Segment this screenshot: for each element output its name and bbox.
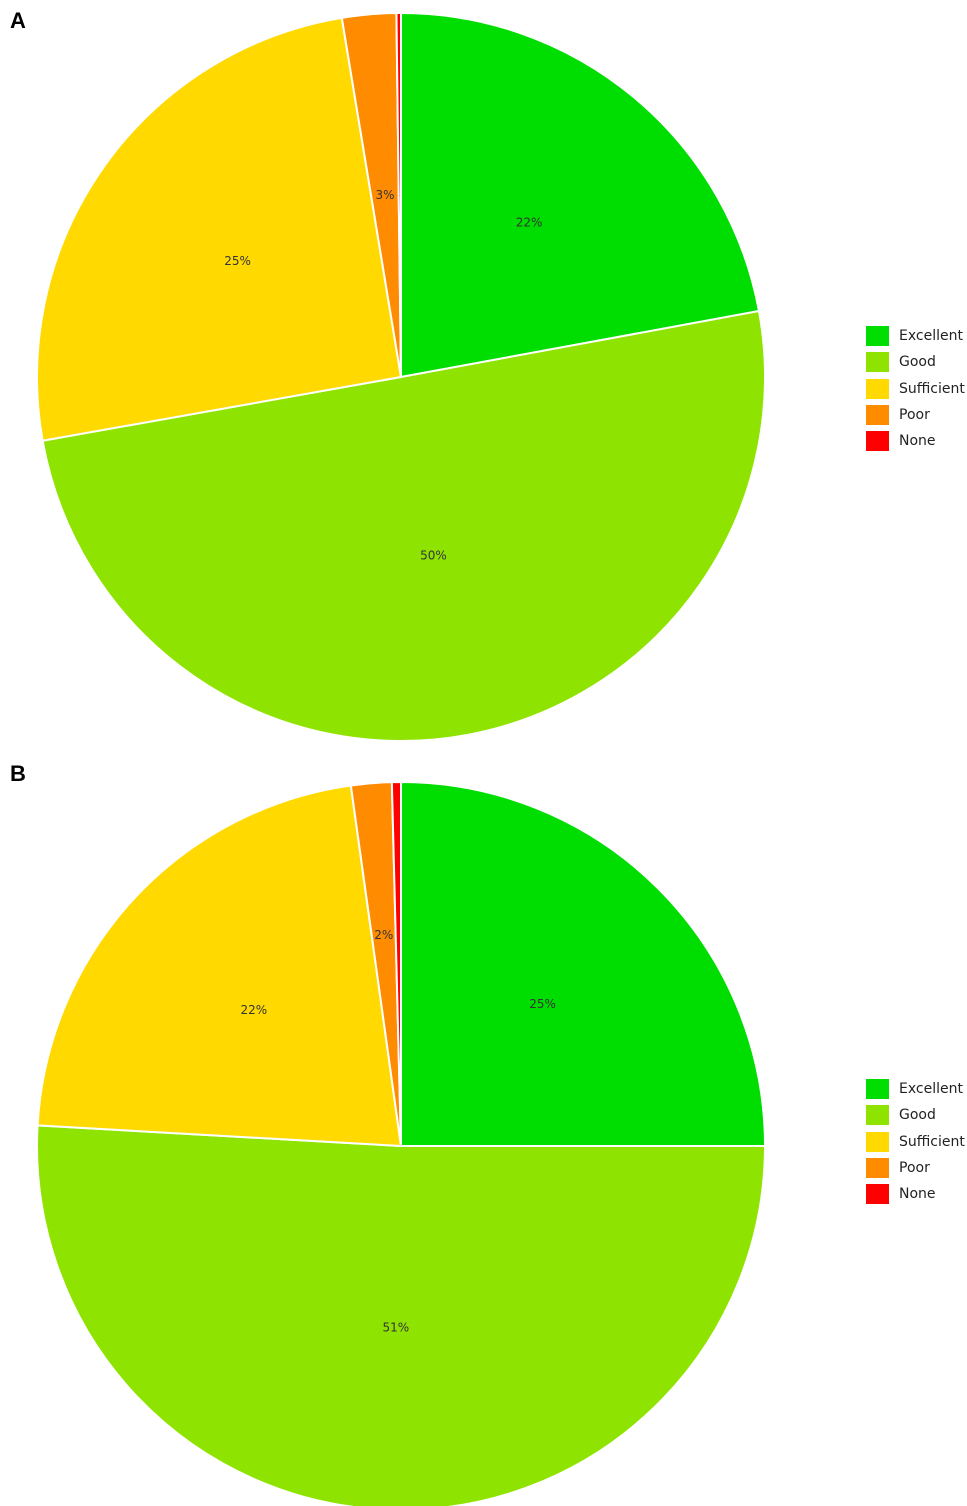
panel-label-b: B [10, 761, 26, 786]
legend-label-excellent: Excellent [899, 328, 963, 345]
pie-chart-a: 22% 50% 25% 3% [36, 11, 766, 742]
chart-panel-b: 25% 51% 22% 2% B Excellent Good Sufficient … [0, 753, 967, 1506]
legend-swatch-poor [866, 1158, 889, 1179]
pie-chart-b: 25% 51% 22% 2% [36, 780, 767, 1506]
pie-slice-sufficient [36, 16, 403, 442]
data-label-poor: 2% [374, 928, 393, 942]
legend-label-excellent: Excellent [899, 1081, 963, 1098]
legend-swatch-good [866, 1105, 889, 1126]
legend-label-poor: Poor [899, 1160, 930, 1177]
pie-slice-good [36, 1124, 767, 1506]
legend-item-sufficient: Sufficient [866, 376, 965, 402]
legend-swatch-none [866, 431, 889, 452]
legend-swatch-excellent [866, 1079, 889, 1100]
legend-item-good: Good [866, 349, 965, 375]
pie-slice-none [395, 11, 402, 378]
data-label-sufficient: 25% [224, 254, 251, 268]
data-label-sufficient: 22% [240, 1003, 267, 1017]
data-label-excellent: 22% [516, 216, 543, 230]
legend-swatch-sufficient [866, 378, 889, 399]
data-label-good: 50% [420, 549, 447, 563]
legend-label-none: None [899, 433, 936, 450]
legend-item-poor: Poor [866, 1155, 965, 1181]
legend-label-sufficient: Sufficient [899, 380, 965, 397]
legend-swatch-none [866, 1184, 889, 1205]
legend-item-sufficient: Sufficient [866, 1129, 965, 1155]
pie-slice-sufficient [36, 784, 403, 1148]
legend-item-excellent: Excellent [866, 323, 965, 349]
legend-label-none: None [899, 1186, 936, 1203]
legend-swatch-sufficient [866, 1131, 889, 1152]
legend-label-good: Good [899, 1107, 936, 1124]
legend-item-excellent: Excellent [866, 1076, 965, 1102]
legend-item-poor: Poor [866, 402, 965, 428]
legend-b: Excellent Good Sufficient Poor None [866, 1076, 965, 1207]
data-label-poor: 3% [375, 188, 394, 202]
legend-item-none: None [866, 428, 965, 454]
pie-slice-good [41, 309, 766, 742]
data-label-good: 51% [383, 1320, 410, 1334]
legend-label-good: Good [899, 354, 936, 371]
legend-label-sufficient: Sufficient [899, 1133, 965, 1150]
pie-slice-none [390, 780, 402, 1147]
legend-a: Excellent Good Sufficient Poor None [866, 323, 965, 454]
panel-label-a: A [10, 8, 26, 33]
pie-slice-excellent [400, 11, 761, 379]
chart-panel-a: 22% 50% 25% 3% A Excellent Good Sufficient … [10, 8, 965, 742]
legend-swatch-poor [866, 405, 889, 426]
legend-swatch-excellent [866, 326, 889, 347]
legend-item-good: Good [866, 1102, 965, 1128]
legend-item-none: None [866, 1181, 965, 1207]
pie-slice-excellent [400, 780, 767, 1147]
data-label-excellent: 25% [529, 997, 556, 1011]
legend-swatch-good [866, 352, 889, 373]
legend-label-poor: Poor [899, 407, 930, 424]
